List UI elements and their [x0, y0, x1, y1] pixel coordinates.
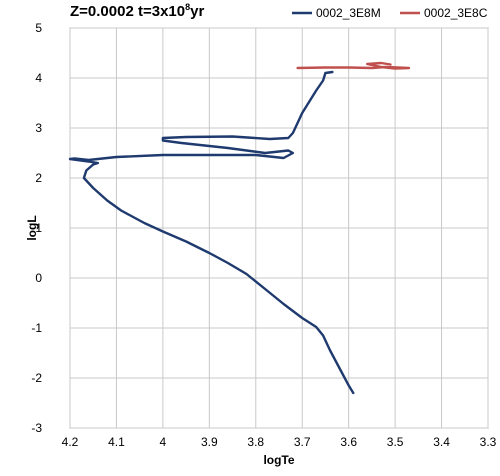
- x-tick-label: 3.8: [247, 435, 264, 449]
- x-tick-label: 3.3: [480, 435, 497, 449]
- x-tick-label: 3.7: [294, 435, 311, 449]
- y-tick-label: 4: [35, 71, 42, 85]
- y-tick-label: 2: [35, 171, 42, 185]
- x-tick-label: 4: [160, 435, 167, 449]
- legend-label-0002_3E8M: 0002_3E8M: [316, 6, 381, 20]
- y-tick-label: -3: [31, 421, 42, 435]
- chart-title-exponent: 8: [185, 2, 191, 12]
- x-axis-label: logTe: [263, 453, 294, 467]
- chart-title-prefix: Z=0.0002 t=3x10: [70, 3, 186, 20]
- y-axis-label: logL: [25, 215, 39, 240]
- y-tick-label: 1: [35, 221, 42, 235]
- chart-title-suffix: yr: [190, 3, 205, 20]
- y-tick-label: 5: [35, 21, 42, 35]
- x-tick-label: 3.6: [340, 435, 357, 449]
- y-tick-label: 3: [35, 121, 42, 135]
- legend-label-0002_3E8C: 0002_3E8C: [424, 6, 488, 20]
- x-tick-label: 3.9: [201, 435, 218, 449]
- x-tick-label: 4.2: [62, 435, 79, 449]
- x-tick-label: 3.5: [387, 435, 404, 449]
- y-tick-label: -2: [31, 371, 42, 385]
- x-tick-label: 3.4: [433, 435, 450, 449]
- series-line-0002_3E8C: [296, 61, 411, 70]
- series-line-0002_3E8M: [68, 70, 355, 395]
- chart-title: Z=0.0002 t=3x108yr: [70, 2, 204, 20]
- y-tick-label: -1: [31, 321, 42, 335]
- x-tick-label: 4.1: [108, 435, 125, 449]
- y-tick-label: 0: [35, 271, 42, 285]
